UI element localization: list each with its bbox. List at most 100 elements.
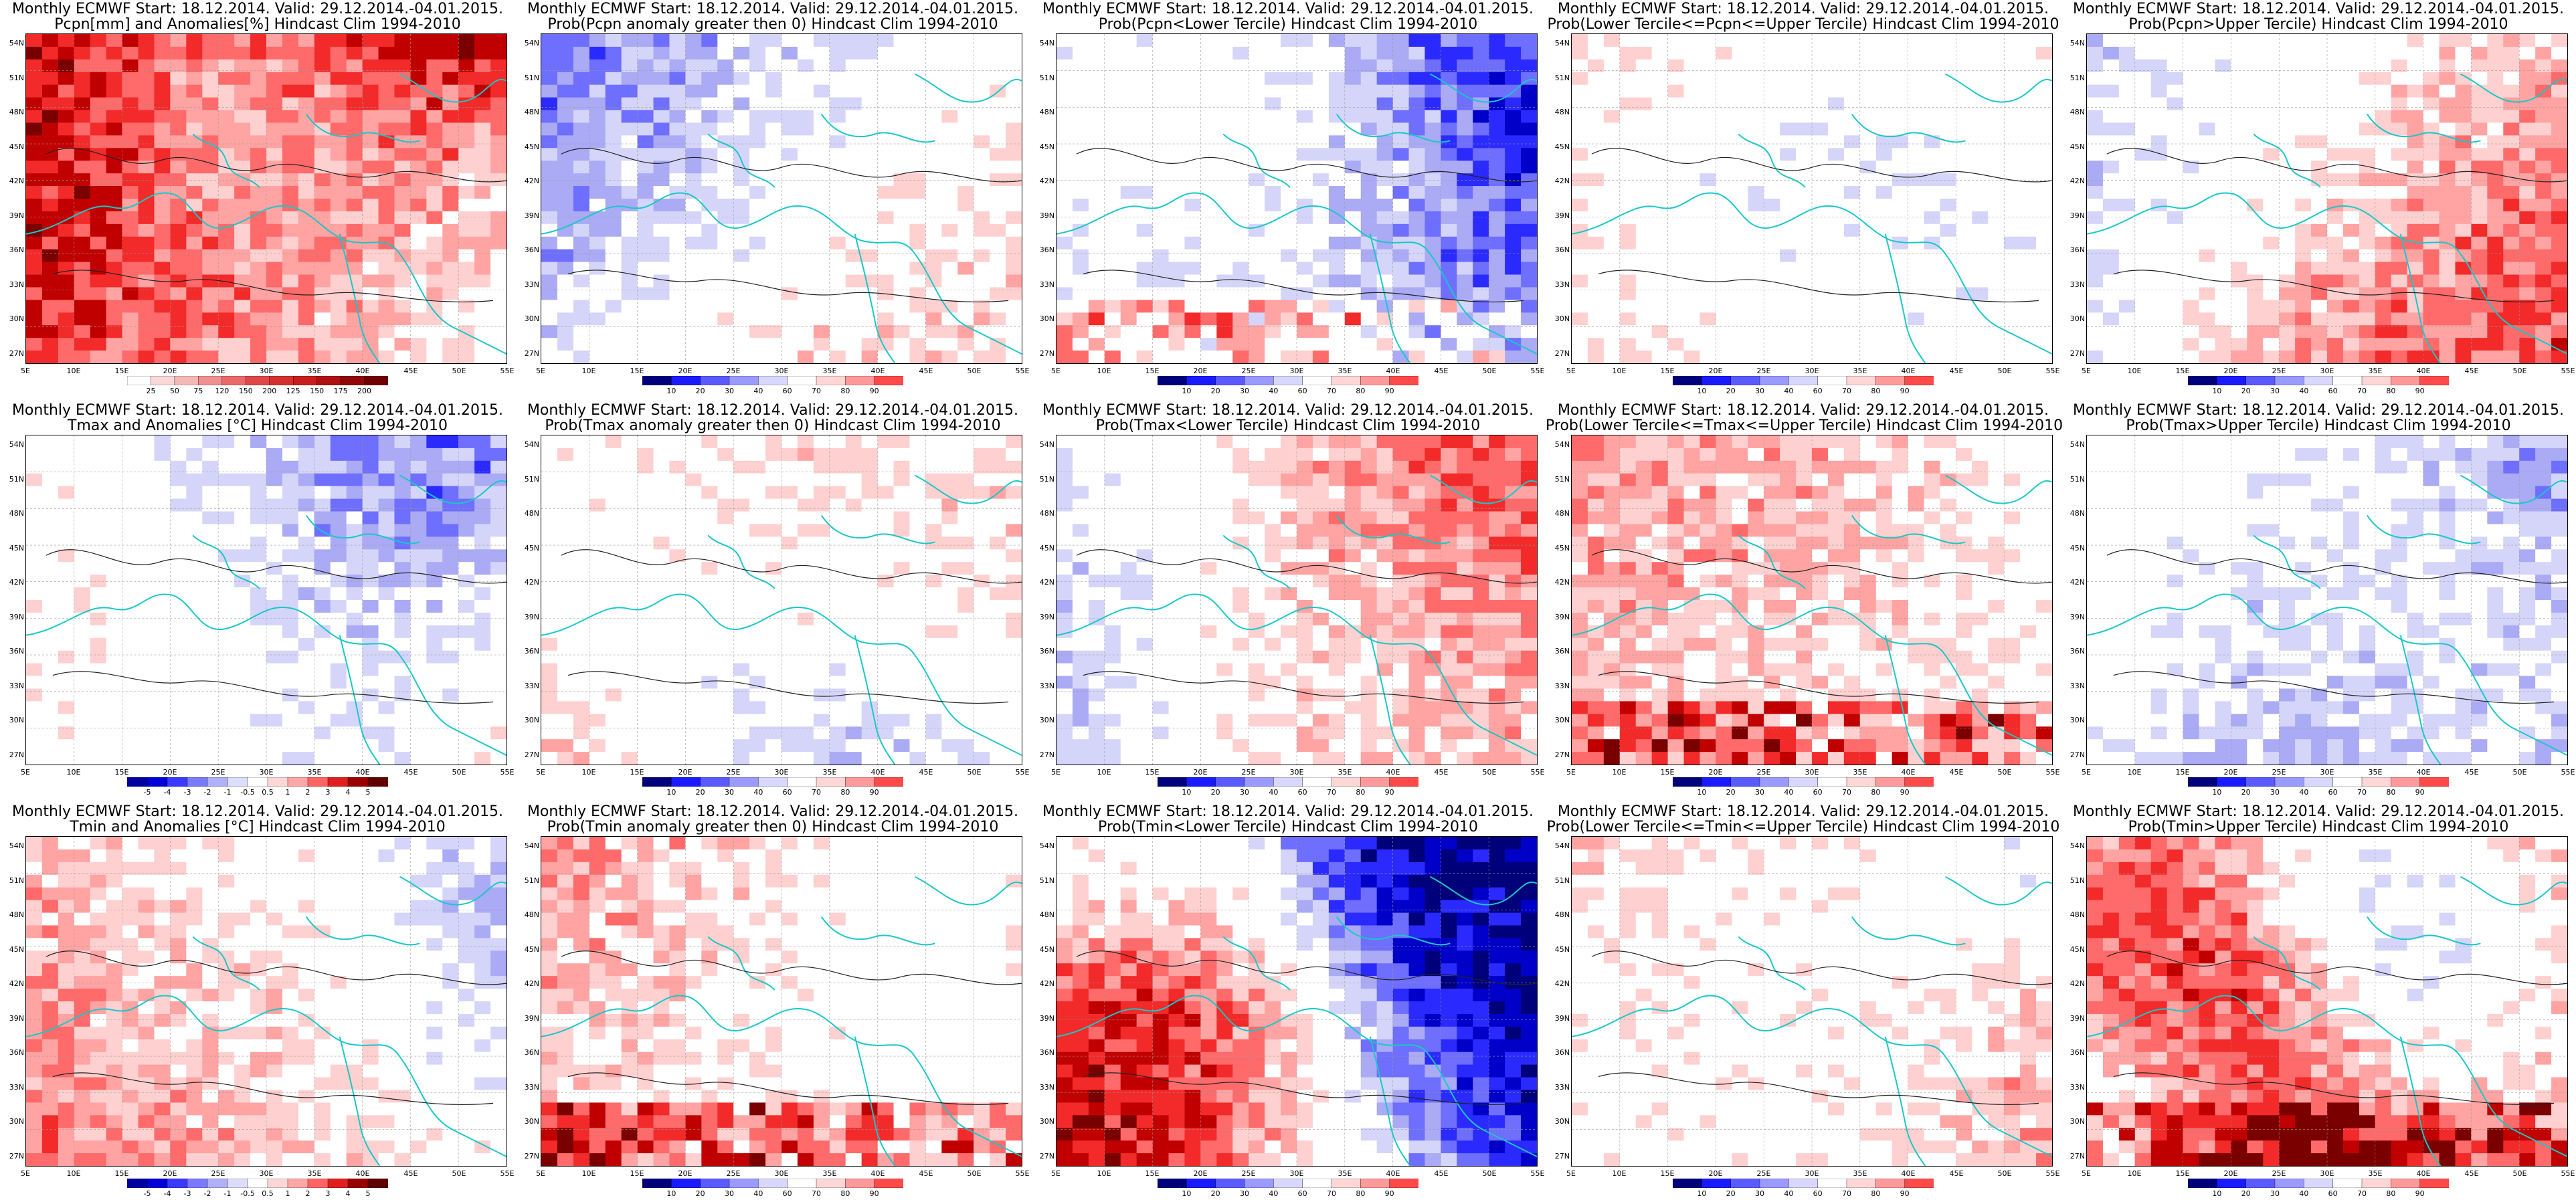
longitude-label: 15E: [1145, 768, 1160, 777]
latitude-label: 36N: [2069, 647, 2085, 656]
colorbar-tick-label: 70: [2357, 1189, 2367, 1198]
latitude-label: 33N: [2069, 280, 2085, 289]
colorbar: [1673, 376, 1934, 385]
longitude-label: 55E: [2045, 1169, 2060, 1178]
longitude-label: 5E: [2082, 1169, 2091, 1178]
latitude-label: 30N: [9, 1117, 24, 1126]
colorbar-tick-label: 20: [1726, 387, 1736, 395]
forecast-map: [25, 33, 507, 364]
latitude-label: 42N: [524, 578, 539, 587]
longitude-label: 25E: [1241, 768, 1256, 777]
longitude-label: 45E: [1434, 768, 1449, 777]
latitude-label: 54N: [1554, 440, 1570, 449]
panel-title: Prob(Tmin<Lower Tercile) Hindcast Clim 1…: [1097, 819, 1479, 835]
latitude-label: 51N: [9, 474, 24, 484]
longitude-label: 55E: [1530, 367, 1545, 375]
longitude-label: 5E: [2082, 768, 2091, 777]
longitude-label: 10E: [581, 367, 596, 375]
latitude-label: 45N: [9, 543, 24, 553]
map-field-svg: [541, 837, 1022, 1166]
longitude-label: 30E: [259, 1169, 274, 1178]
colorbar-tick-label: 70: [1842, 1189, 1851, 1198]
longitude-label: 20E: [678, 367, 693, 375]
longitude-label: 25E: [726, 367, 741, 375]
colorbar-tick-label: 80: [1871, 387, 1881, 395]
longitude-label: 50E: [1997, 367, 2012, 375]
latitude-label: 42N: [9, 177, 24, 185]
colorbar-tick-label: 40: [1784, 788, 1794, 797]
colorbar-tick-label: 40: [753, 788, 763, 797]
latitude-label: 54N: [2069, 440, 2085, 449]
colorbar-tick-label: 40: [2299, 387, 2309, 395]
latitude-label: 36N: [1039, 1048, 1054, 1057]
map-panel: Monthly ECMWF Start: 18.12.2014. Valid: …: [1030, 0, 1546, 401]
longitude-label: 55E: [500, 768, 515, 777]
colorbar-tick-label: 60: [2328, 387, 2338, 395]
colorbar: [1158, 1179, 1418, 1188]
colorbar-tick-label: 80: [2386, 1189, 2396, 1198]
latitude-label: 27N: [524, 750, 539, 759]
longitude-label: 50E: [1997, 1169, 2012, 1178]
longitude-label: 30E: [1805, 768, 1819, 777]
latitude-label: 36N: [524, 647, 539, 656]
colorbar-tick-label: 90: [1384, 788, 1394, 797]
latitude-label: 33N: [524, 280, 539, 289]
longitude-label: 30E: [1289, 768, 1304, 777]
latitude-label: 39N: [1039, 1013, 1054, 1023]
latitude-label: 54N: [1039, 39, 1054, 47]
latitude-label: 42N: [1039, 578, 1054, 587]
forecast-map: [1571, 33, 2053, 364]
latitude-label: 30N: [524, 314, 539, 323]
latitude-label: 39N: [1039, 211, 1054, 220]
colorbar-tick-label: 60: [1297, 788, 1307, 797]
longitude-label: 30E: [1289, 367, 1304, 375]
longitude-label: 15E: [114, 1169, 129, 1178]
longitude-label: 45E: [1949, 367, 1964, 375]
latitude-label: 45N: [9, 142, 24, 151]
colorbar-tick-label: 30: [725, 387, 734, 395]
latitude-label: 48N: [1554, 910, 1570, 919]
latitude-label: 30N: [1554, 1117, 1570, 1126]
latitude-label: 54N: [524, 39, 539, 47]
colorbar-tick-label: 20: [695, 788, 705, 797]
longitude-label: 35E: [822, 367, 837, 375]
colorbar-tick-label: -5: [143, 1189, 151, 1198]
latitude-label: 48N: [1554, 108, 1570, 116]
colorbar-tick-label: 90: [869, 387, 879, 395]
longitude-label: 10E: [66, 1169, 81, 1178]
latitude-label: 48N: [1554, 509, 1570, 518]
latitude-label: 39N: [1554, 1013, 1570, 1023]
colorbar-tick-label: 30: [2270, 387, 2280, 395]
panel-title: Prob(Tmin>Upper Tercile) Hindcast Clim 1…: [2128, 819, 2509, 835]
longitude-label: 40E: [2416, 1169, 2431, 1178]
colorbar-tick-label: 70: [812, 1189, 821, 1198]
latitude-label: 48N: [524, 509, 539, 518]
colorbar-tick-label: 90: [1900, 1189, 1910, 1198]
colorbar: [1158, 777, 1418, 787]
longitude-label: 55E: [1530, 1169, 1545, 1178]
colorbar-tick-label: 10: [666, 788, 676, 797]
forecast-map: [541, 836, 1022, 1167]
longitude-label: 15E: [1660, 367, 1675, 375]
longitude-label: 15E: [1145, 1169, 1160, 1178]
longitude-label: 5E: [1566, 1169, 1576, 1178]
colorbar-tick-label: 20: [1210, 387, 1220, 395]
longitude-label: 50E: [452, 768, 466, 777]
longitude-label: 30E: [2320, 367, 2334, 375]
map-field-svg: [1056, 435, 1537, 765]
panel-title: Prob(Pcpn anomaly greater then 0) Hindca…: [547, 16, 998, 33]
latitude-label: 45N: [524, 142, 539, 151]
longitude-label: 25E: [211, 768, 225, 777]
longitude-label: 20E: [1708, 1169, 1723, 1178]
colorbar-tick-label: 4: [345, 1189, 351, 1198]
latitude-label: 48N: [9, 108, 24, 116]
longitude-label: 15E: [2175, 768, 2190, 777]
latitude-label: 45N: [2069, 142, 2085, 151]
longitude-label: 10E: [1612, 367, 1627, 375]
panel-header: Monthly ECMWF Start: 18.12.2014. Valid: …: [1557, 803, 2049, 820]
longitude-label: 10E: [581, 768, 596, 777]
latitude-label: 27N: [524, 348, 539, 358]
longitude-label: 25E: [726, 768, 741, 777]
longitude-label: 50E: [1482, 768, 1497, 777]
longitude-label: 10E: [1097, 1169, 1111, 1178]
